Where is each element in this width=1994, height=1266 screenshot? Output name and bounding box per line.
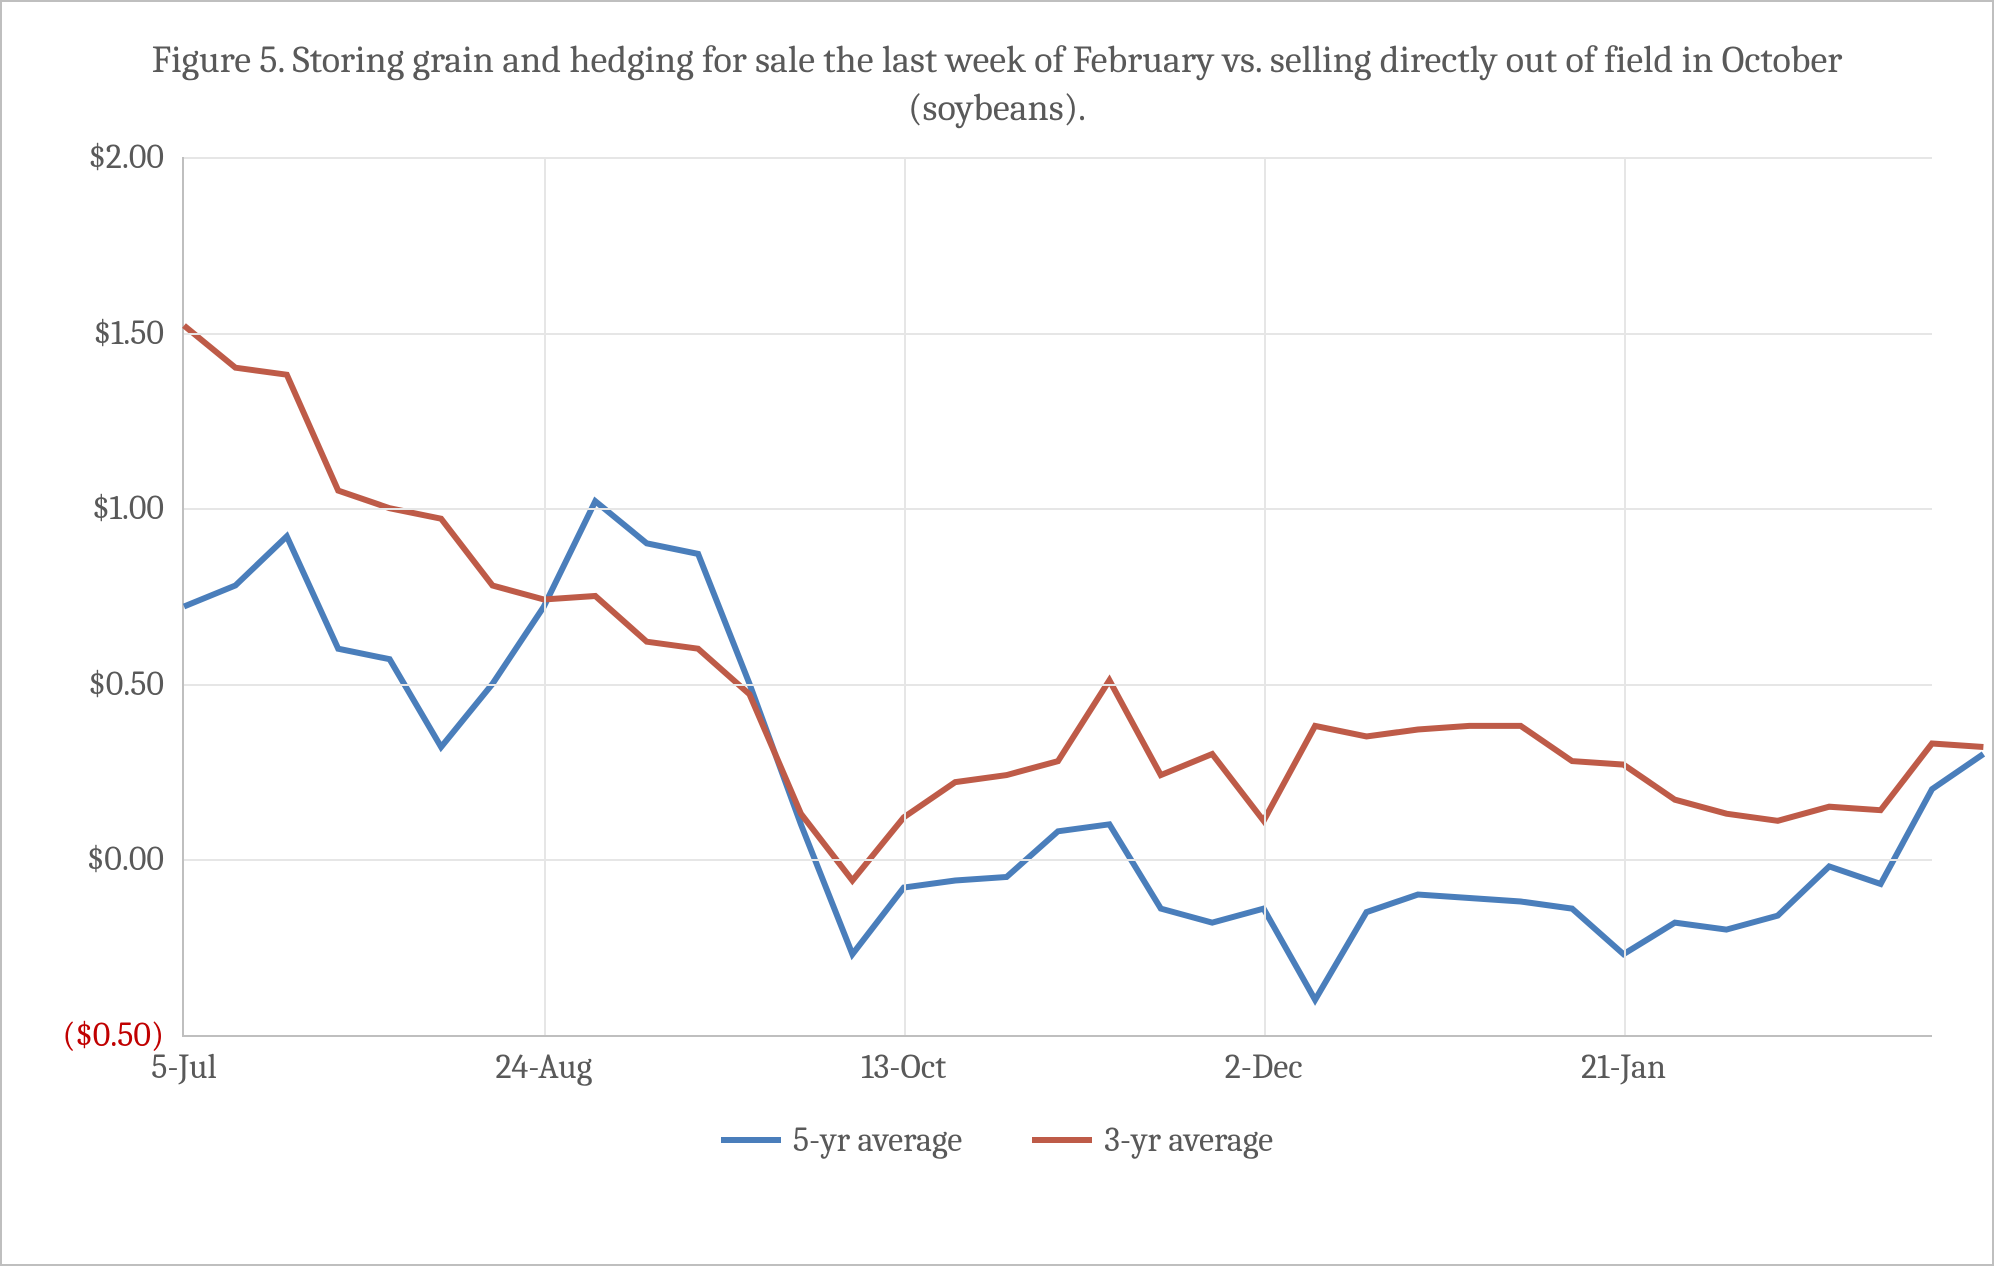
series-line bbox=[184, 326, 1983, 881]
line-chart-svg bbox=[184, 157, 1932, 1035]
grid-line-vertical bbox=[1264, 157, 1266, 1035]
x-axis-label: 13-Oct bbox=[861, 1035, 946, 1087]
grid-line-horizontal bbox=[184, 508, 1932, 510]
x-axis-label: 24-Aug bbox=[495, 1035, 592, 1087]
legend-item: 5-yr average bbox=[721, 1120, 962, 1160]
series-line bbox=[184, 501, 1983, 1000]
y-axis-label: $1.50 bbox=[94, 313, 184, 353]
grid-line-horizontal bbox=[184, 333, 1932, 335]
plot-wrap: ($0.50)$0.00$0.50$1.00$1.50$2.005-Jul24-… bbox=[182, 157, 1932, 1037]
y-axis-label: $2.00 bbox=[89, 137, 184, 177]
legend: 5-yr average 3-yr average bbox=[32, 1112, 1962, 1160]
grid-line-vertical bbox=[544, 157, 546, 1035]
x-axis-label: 5-Jul bbox=[151, 1035, 216, 1087]
grid-line-horizontal bbox=[184, 684, 1932, 686]
legend-label: 3-yr average bbox=[1104, 1120, 1273, 1160]
plot-area: ($0.50)$0.00$0.50$1.00$1.50$2.005-Jul24-… bbox=[182, 157, 1932, 1037]
x-axis-label: 21-Jan bbox=[1581, 1035, 1666, 1087]
legend-label: 5-yr average bbox=[793, 1120, 962, 1160]
grid-line-horizontal bbox=[184, 859, 1932, 861]
chart-container: Figure 5. Storing grain and hedging for … bbox=[0, 0, 1994, 1266]
legend-swatch bbox=[721, 1137, 781, 1143]
legend-swatch bbox=[1032, 1137, 1092, 1143]
y-axis-label: $1.00 bbox=[92, 488, 184, 528]
y-axis-label: $0.00 bbox=[87, 839, 184, 879]
grid-line-vertical bbox=[1624, 157, 1626, 1035]
legend-item: 3-yr average bbox=[1032, 1120, 1273, 1160]
grid-line-vertical bbox=[904, 157, 906, 1035]
y-axis-label: $0.50 bbox=[88, 664, 184, 704]
x-axis-label: 2-Dec bbox=[1225, 1035, 1303, 1087]
chart-title: Figure 5. Storing grain and hedging for … bbox=[112, 37, 1882, 132]
grid-line-horizontal bbox=[184, 157, 1932, 159]
